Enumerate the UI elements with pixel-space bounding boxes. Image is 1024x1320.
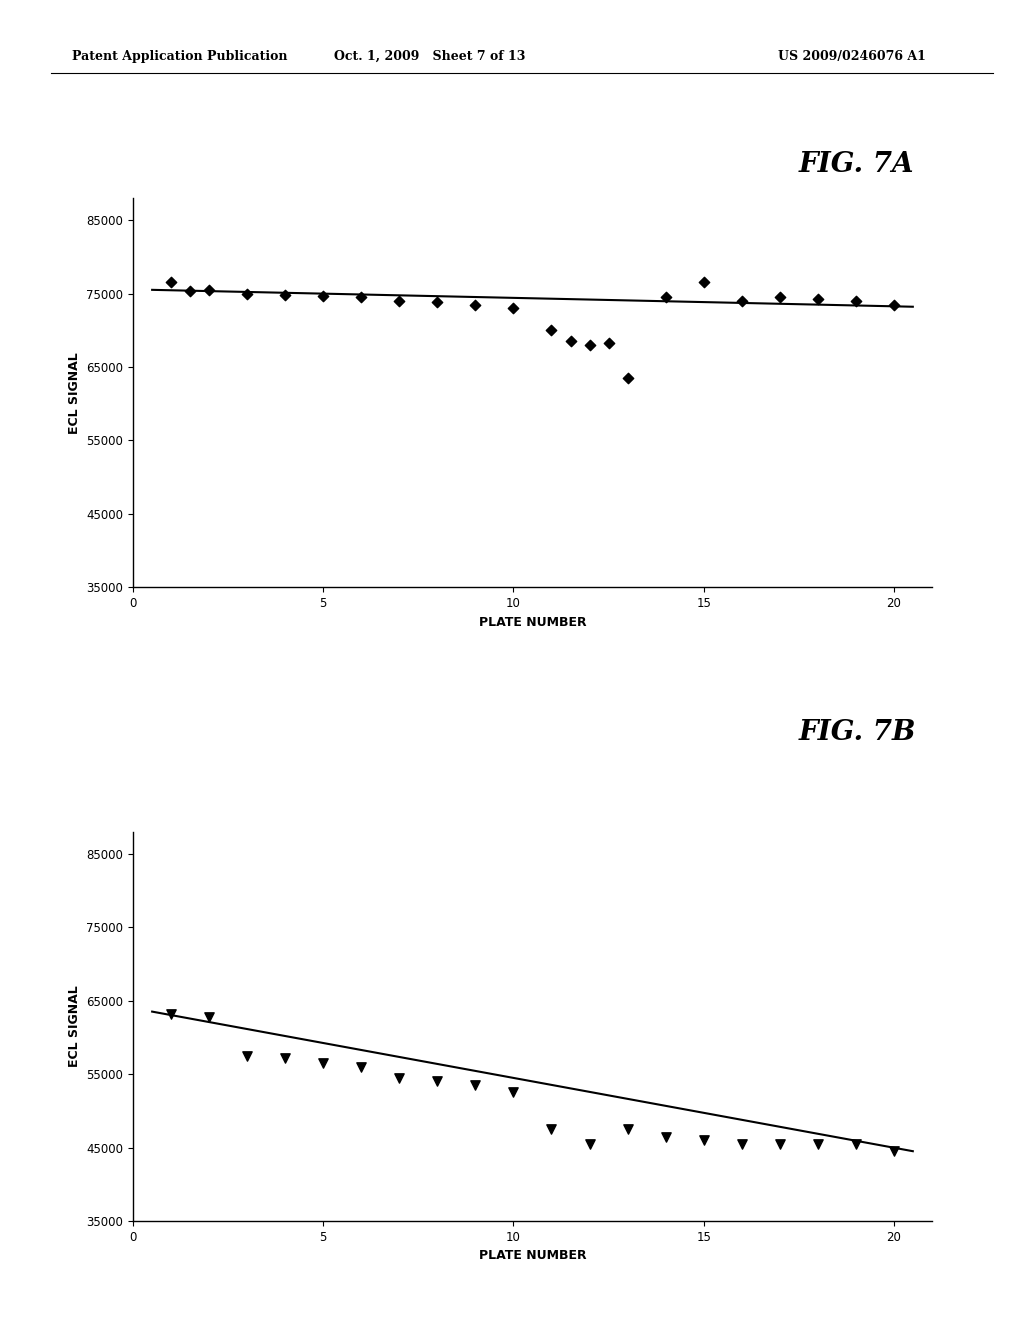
Point <box>163 272 179 293</box>
Point <box>848 290 864 312</box>
Point <box>182 281 199 302</box>
Point <box>429 292 445 313</box>
Point <box>657 1126 674 1147</box>
Point <box>353 1056 370 1077</box>
Point <box>810 1134 826 1155</box>
Y-axis label: ECL SIGNAL: ECL SIGNAL <box>68 986 81 1067</box>
Point <box>544 319 560 341</box>
Point <box>886 1140 902 1162</box>
Text: US 2009/0246076 A1: US 2009/0246076 A1 <box>778 50 926 63</box>
Y-axis label: ECL SIGNAL: ECL SIGNAL <box>68 352 81 433</box>
Point <box>353 286 370 308</box>
Point <box>771 1134 787 1155</box>
Point <box>600 333 616 354</box>
Text: Oct. 1, 2009   Sheet 7 of 13: Oct. 1, 2009 Sheet 7 of 13 <box>335 50 525 63</box>
Point <box>315 1052 332 1073</box>
X-axis label: PLATE NUMBER: PLATE NUMBER <box>478 1249 587 1262</box>
Text: FIG. 7B: FIG. 7B <box>799 719 916 746</box>
Point <box>544 1118 560 1139</box>
Point <box>278 284 294 305</box>
X-axis label: PLATE NUMBER: PLATE NUMBER <box>478 615 587 628</box>
Point <box>695 272 712 293</box>
Point <box>582 334 598 355</box>
Point <box>467 294 483 315</box>
Point <box>848 1134 864 1155</box>
Point <box>657 286 674 308</box>
Point <box>467 1074 483 1096</box>
Text: Patent Application Publication: Patent Application Publication <box>72 50 287 63</box>
Point <box>505 1082 521 1104</box>
Text: FIG. 7A: FIG. 7A <box>799 152 914 178</box>
Point <box>201 280 217 301</box>
Point <box>505 297 521 318</box>
Point <box>810 289 826 310</box>
Point <box>562 331 579 352</box>
Point <box>582 1134 598 1155</box>
Point <box>886 294 902 315</box>
Point <box>733 290 750 312</box>
Point <box>239 1045 255 1067</box>
Point <box>695 1130 712 1151</box>
Point <box>201 1006 217 1027</box>
Point <box>391 1067 408 1088</box>
Point <box>278 1047 294 1068</box>
Point <box>620 367 636 388</box>
Point <box>620 1118 636 1139</box>
Point <box>771 286 787 308</box>
Point <box>733 1134 750 1155</box>
Point <box>429 1071 445 1092</box>
Point <box>239 282 255 304</box>
Point <box>391 290 408 312</box>
Point <box>315 285 332 306</box>
Point <box>163 1003 179 1024</box>
